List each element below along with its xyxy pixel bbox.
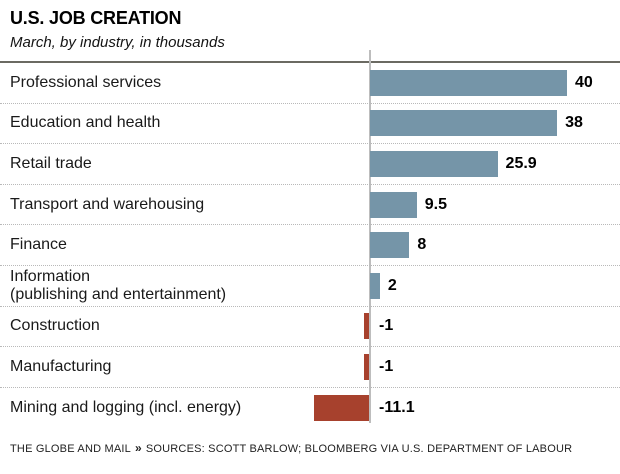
positive-bar	[370, 110, 558, 137]
positive-bar	[370, 191, 417, 218]
chart-row: Construction -1	[0, 307, 620, 348]
brand-label: THE GLOBE AND MAIL	[10, 443, 131, 455]
value-label: 40	[575, 73, 593, 91]
chart-row: Education and health 38	[0, 104, 620, 145]
category-label: Finance	[10, 236, 67, 254]
positive-bar	[370, 232, 410, 259]
chart-row: Mining and logging (incl. energy) -11.1	[0, 388, 620, 429]
category-label: Information (publishing and entertainmen…	[10, 267, 227, 303]
category-label: Transport and warehousing	[10, 195, 205, 213]
page-title: U.S. JOB CREATION	[10, 8, 182, 28]
negative-bar	[364, 313, 369, 340]
value-label: 25.9	[505, 154, 537, 172]
value-label: 8	[417, 236, 427, 254]
positive-bar	[370, 69, 567, 96]
chart-row: Finance 8	[0, 225, 620, 266]
chart-row: Transport and warehousing 9.5	[0, 185, 620, 226]
value-label: 38	[565, 114, 583, 132]
category-label: Manufacturing	[10, 358, 112, 375]
negative-bar	[364, 353, 369, 380]
positive-bar	[370, 272, 380, 299]
category-label: Education and health	[10, 114, 161, 132]
chart-row: Manufacturing -1	[0, 347, 620, 388]
negative-bar	[314, 395, 369, 422]
chart-row: Retail trade 25.9	[0, 144, 620, 185]
category-label: Construction	[10, 317, 100, 335]
value-label: 9.5	[424, 195, 448, 213]
value-label: -1	[379, 357, 394, 375]
globe-mail-logo-separator: »	[134, 441, 142, 455]
bar-chart: Professional services 40 Education and hea…	[0, 50, 620, 429]
chart-row: Professional services 40	[0, 63, 620, 104]
positive-bar	[370, 150, 498, 177]
category-label: Retail trade	[10, 155, 92, 173]
source-credit: THE GLOBE AND MAIL» SOURCES: SCOTT BARLOW…	[10, 441, 572, 455]
chart-header: U.S. JOB CREATION March, by industry, in…	[10, 8, 225, 51]
sources-label: SOURCES: SCOTT BARLOW; BLOOMBERG VIA U.S…	[145, 443, 573, 455]
value-label: -1	[379, 317, 394, 335]
category-label: Professional services	[10, 73, 162, 91]
value-label: 2	[387, 276, 397, 294]
category-label: Mining and logging (incl. energy)	[10, 399, 242, 417]
chart-subtitle: March, by industry, in thousands	[10, 34, 225, 51]
chart-row: Information (publishing and entertainmen…	[0, 266, 620, 307]
value-label: -11.1	[379, 399, 415, 417]
